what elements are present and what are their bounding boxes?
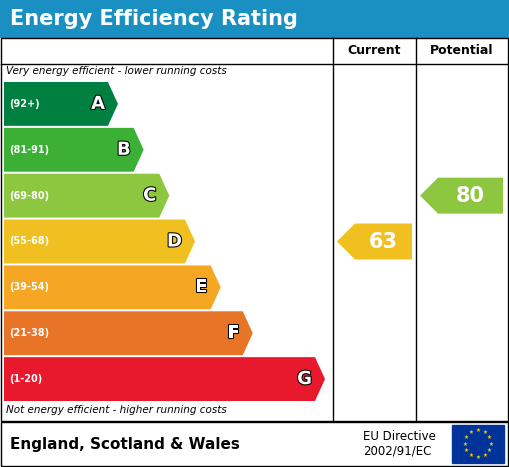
Text: EU Directive: EU Directive [363,431,436,444]
Bar [1,38,508,421]
Text: A: A [91,95,105,113]
Text: ★: ★ [464,435,469,440]
Text: England, Scotland & Wales: England, Scotland & Wales [10,437,240,452]
Polygon shape [4,357,325,401]
Text: 2002/91/EC: 2002/91/EC [363,445,431,458]
Text: (1-20): (1-20) [9,374,42,384]
Polygon shape [4,128,144,172]
Polygon shape [337,224,412,260]
Text: F: F [228,324,240,342]
Text: (39-54): (39-54) [9,283,49,292]
Text: 80: 80 [456,186,485,205]
Text: E: E [195,278,208,297]
Bar [452,425,504,463]
Polygon shape [4,82,118,126]
Text: ★: ★ [475,455,480,460]
Text: G: G [297,370,312,388]
Polygon shape [4,311,253,355]
Text: (69-80): (69-80) [9,191,49,201]
Text: 63: 63 [369,232,398,252]
Text: (21-38): (21-38) [9,328,49,338]
Text: Very energy efficient - lower running costs: Very energy efficient - lower running co… [6,66,227,76]
Text: D: D [167,233,182,250]
Text: ★: ★ [462,441,467,446]
Text: ★: ★ [469,453,474,458]
Text: ★: ★ [489,441,494,446]
Text: Not energy efficient - higher running costs: Not energy efficient - higher running co… [6,405,227,415]
Text: Potential: Potential [430,44,493,57]
Text: ★: ★ [469,430,474,435]
Text: (92+): (92+) [9,99,40,109]
Text: (81-91): (81-91) [9,145,49,155]
Text: ★: ★ [475,428,480,433]
Polygon shape [420,177,503,213]
Text: ★: ★ [464,448,469,453]
Text: ★: ★ [487,435,492,440]
Text: Current: Current [348,44,401,57]
Bar [1,422,508,466]
Text: (55-68): (55-68) [9,236,49,247]
Text: ★: ★ [482,430,487,435]
Polygon shape [4,219,195,263]
Text: Energy Efficiency Rating: Energy Efficiency Rating [10,9,298,29]
Polygon shape [4,265,221,309]
Text: C: C [143,187,156,205]
Polygon shape [4,174,169,218]
Text: ★: ★ [482,453,487,458]
Text: ★: ★ [487,448,492,453]
Text: B: B [117,141,131,159]
Bar [0,0,509,38]
